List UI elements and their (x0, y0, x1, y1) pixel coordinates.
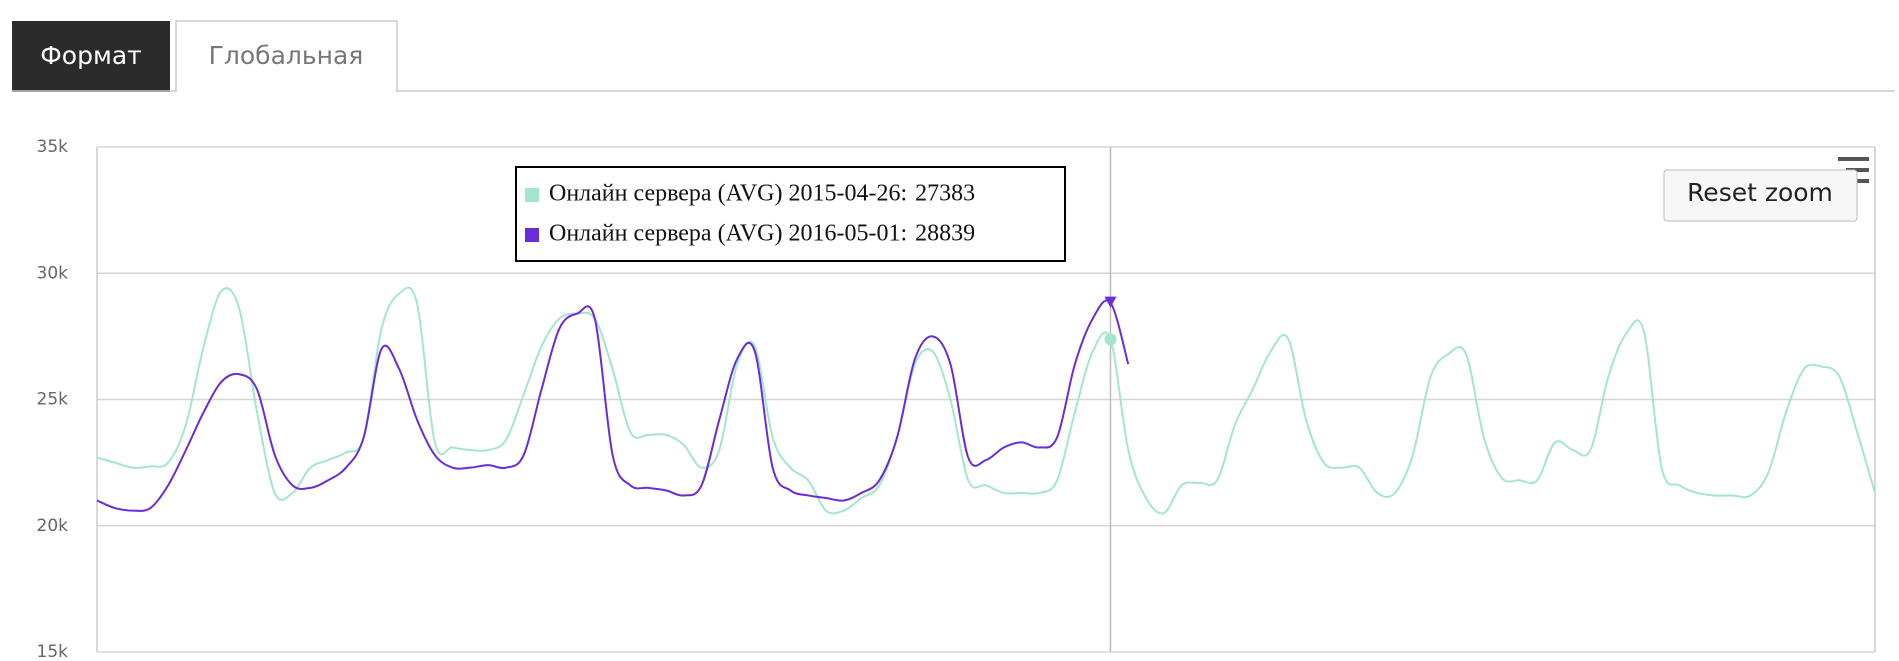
tab[interactable] (175, 20, 398, 92)
y-tick-label: 35k (37, 137, 69, 157)
series-line (96, 286, 1876, 515)
chart: 15k 20k 25k 30k 35k Онлайн сервера (AVG) 2015… (37, 137, 1876, 661)
tab-label[interactable]: Формат (40, 41, 141, 70)
reset-zoom-button[interactable] (1663, 169, 1858, 222)
tooltip-text: Онлайн сервера (AVG) 2015-04-26: (549, 181, 907, 207)
y-tick-label: 15k (37, 642, 69, 661)
menu-bar[interactable] (1850, 179, 1869, 183)
tooltip-value: 28839 (915, 221, 975, 247)
tooltip-swatch (525, 188, 539, 202)
y-tick-label: 20k (37, 516, 69, 536)
hover-point (1104, 296, 1117, 308)
y-tick-label: 25k (37, 390, 69, 410)
y-tick-label: 30k (37, 263, 69, 283)
series-line (96, 299, 1130, 512)
menu-bar[interactable] (1838, 157, 1869, 161)
hover-point (1104, 333, 1117, 346)
tooltip (515, 166, 1066, 262)
tooltip-text: Онлайн сервера (AVG) 2016-05-01: (549, 221, 907, 247)
menu-bar[interactable] (1846, 168, 1869, 172)
tooltip-value: 27383 (915, 181, 975, 207)
menu-icon[interactable] (1838, 157, 1869, 183)
tab-label[interactable]: Глобальная (209, 41, 364, 70)
tab-active[interactable] (12, 21, 170, 92)
tooltip-swatch (525, 228, 539, 242)
reset-zoom-label[interactable]: Reset zoom (1687, 178, 1833, 207)
